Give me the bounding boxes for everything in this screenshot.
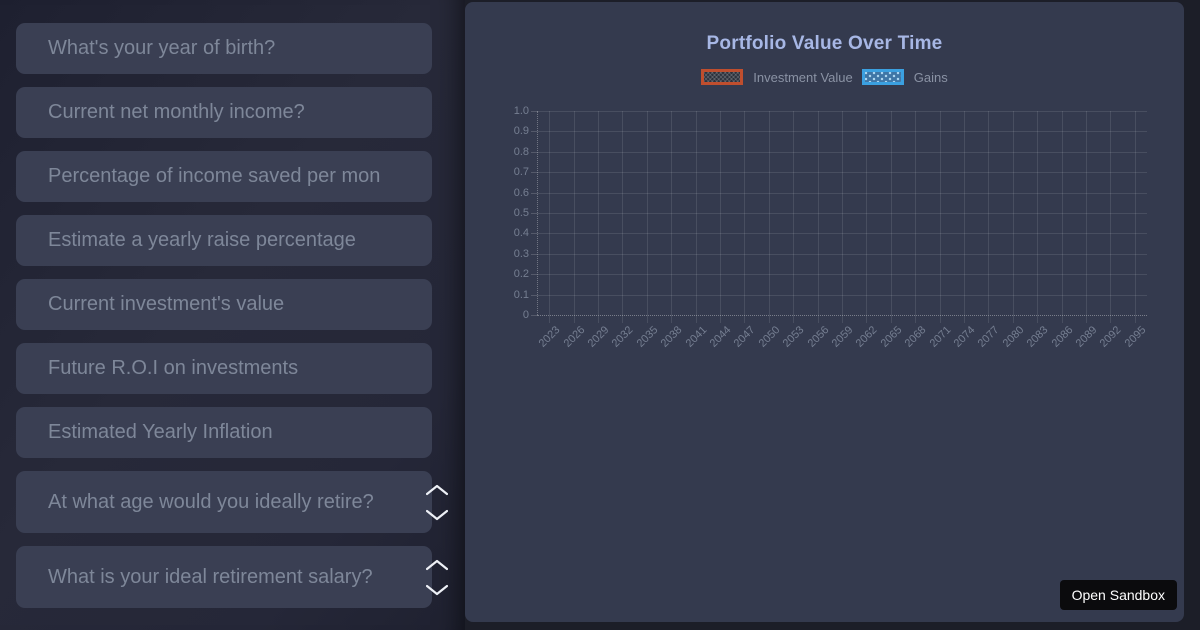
y-tick-mark [531, 315, 537, 316]
x-gridline [695, 111, 697, 323]
y-gridline [537, 233, 1147, 235]
x-gridline [671, 111, 673, 323]
y-tick-mark [531, 213, 537, 214]
chevron-up-icon [425, 484, 449, 495]
form-panel [0, 0, 465, 630]
x-gridline [915, 111, 917, 323]
x-gridline [890, 111, 892, 323]
legend-item-gains[interactable]: Gains [861, 69, 948, 85]
x-gridline [842, 111, 843, 323]
x-gridline [817, 111, 819, 323]
x-gridline [549, 111, 551, 323]
y-gridline [537, 213, 1147, 214]
chart-legend: Investment Value Gains [465, 69, 1184, 85]
y-tick-mark [531, 172, 537, 174]
y-tick-mark [531, 111, 537, 112]
input-monthly-income[interactable] [16, 87, 432, 138]
form-field-investment-value [16, 279, 432, 330]
x-gridline [1061, 111, 1063, 323]
y-tick-label: 1.0 [513, 105, 529, 117]
input-retirement-salary[interactable] [16, 546, 432, 608]
input-investment-value[interactable] [16, 279, 432, 330]
y-tick-mark [531, 131, 537, 133]
y-tick-label: 0.2 [513, 268, 529, 281]
y-tick-label: 0.9 [513, 125, 529, 138]
x-gridline [1110, 111, 1112, 323]
form-field-yearly-inflation [16, 407, 432, 458]
x-gridline [964, 111, 965, 323]
plot-area: 1.0 0.9 0.8 0.7 0.6 0.5 0.4 0.3 0.2 0.1 0 2023 2026 2… [514, 105, 1149, 350]
form-field-future-roi [16, 343, 432, 394]
y-gridline [537, 192, 1147, 194]
number-stepper [425, 546, 449, 608]
stepper-up-button[interactable] [425, 559, 449, 571]
y-gridline [537, 151, 1147, 153]
legend-item-investment-value[interactable]: Investment Value [701, 69, 853, 85]
y-tick-label: 0.3 [513, 247, 529, 260]
x-gridline [866, 111, 868, 323]
legend-swatch-investment-value [701, 69, 744, 85]
y-gridline [537, 172, 1147, 174]
y-tick-label: 0 [522, 309, 529, 321]
y-gridline [537, 294, 1147, 296]
y-tick-mark [531, 253, 537, 255]
chart-title: Portfolio Value Over Time [706, 33, 943, 54]
y-tick-mark [531, 274, 537, 276]
open-sandbox-button[interactable]: Open Sandbox [1059, 580, 1177, 610]
y-tick-mark [531, 294, 537, 296]
x-gridline [598, 111, 599, 323]
input-year-of-birth[interactable] [16, 23, 432, 74]
y-gridline [537, 253, 1147, 255]
input-yearly-inflation[interactable] [16, 407, 432, 458]
input-savings-percentage[interactable] [16, 151, 432, 202]
x-gridline [622, 111, 624, 323]
stepper-down-button[interactable] [425, 509, 449, 521]
chart-card: Portfolio Value Over Time Investment Val… [465, 2, 1184, 622]
number-stepper [425, 471, 449, 533]
legend-swatch-gains [861, 69, 904, 85]
chevron-down-icon [425, 584, 449, 595]
x-gridline [1012, 111, 1014, 323]
x-gridline [793, 111, 795, 323]
form-field-retirement-age [16, 471, 449, 533]
x-gridline [744, 111, 746, 323]
x-gridline [1037, 111, 1039, 323]
y-gridline [537, 131, 1147, 133]
y-tick-mark [531, 192, 537, 194]
y-tick-label: 0.7 [513, 166, 529, 179]
x-gridline [720, 111, 721, 323]
form-field-yearly-raise [16, 215, 432, 266]
y-gridline [537, 274, 1147, 276]
form-field-savings-percentage [16, 151, 432, 202]
y-tick-mark [531, 233, 537, 235]
x-gridline [1086, 111, 1087, 323]
input-future-roi[interactable] [16, 343, 432, 394]
y-tick-mark [531, 151, 537, 153]
y-axis-line [537, 111, 538, 315]
stepper-down-button[interactable] [425, 584, 449, 596]
y-tick-label: 0.8 [513, 145, 529, 158]
y-gridline [537, 111, 1147, 112]
form-field-retirement-salary [16, 546, 449, 608]
x-gridline [988, 111, 990, 323]
y-tick-label: 0.6 [513, 186, 529, 199]
legend-label-gains: Gains [913, 69, 948, 85]
form-field-monthly-income [16, 87, 432, 138]
x-gridline [1134, 111, 1136, 323]
x-gridline [573, 111, 575, 323]
input-retirement-age[interactable] [16, 471, 432, 533]
chevron-down-icon [425, 509, 449, 520]
stepper-up-button[interactable] [425, 484, 449, 496]
chevron-up-icon [425, 559, 449, 570]
x-gridline [768, 111, 770, 323]
form-field-year-of-birth [16, 23, 432, 74]
y-tick-label: 0.1 [513, 288, 529, 301]
y-tick-label: 0.5 [513, 207, 529, 219]
x-gridline [646, 111, 648, 323]
input-yearly-raise[interactable] [16, 215, 432, 266]
y-gridline [537, 315, 1147, 316]
legend-label-investment-value: Investment Value [753, 69, 853, 85]
x-gridline [939, 111, 941, 323]
y-tick-label: 0.4 [513, 227, 529, 240]
